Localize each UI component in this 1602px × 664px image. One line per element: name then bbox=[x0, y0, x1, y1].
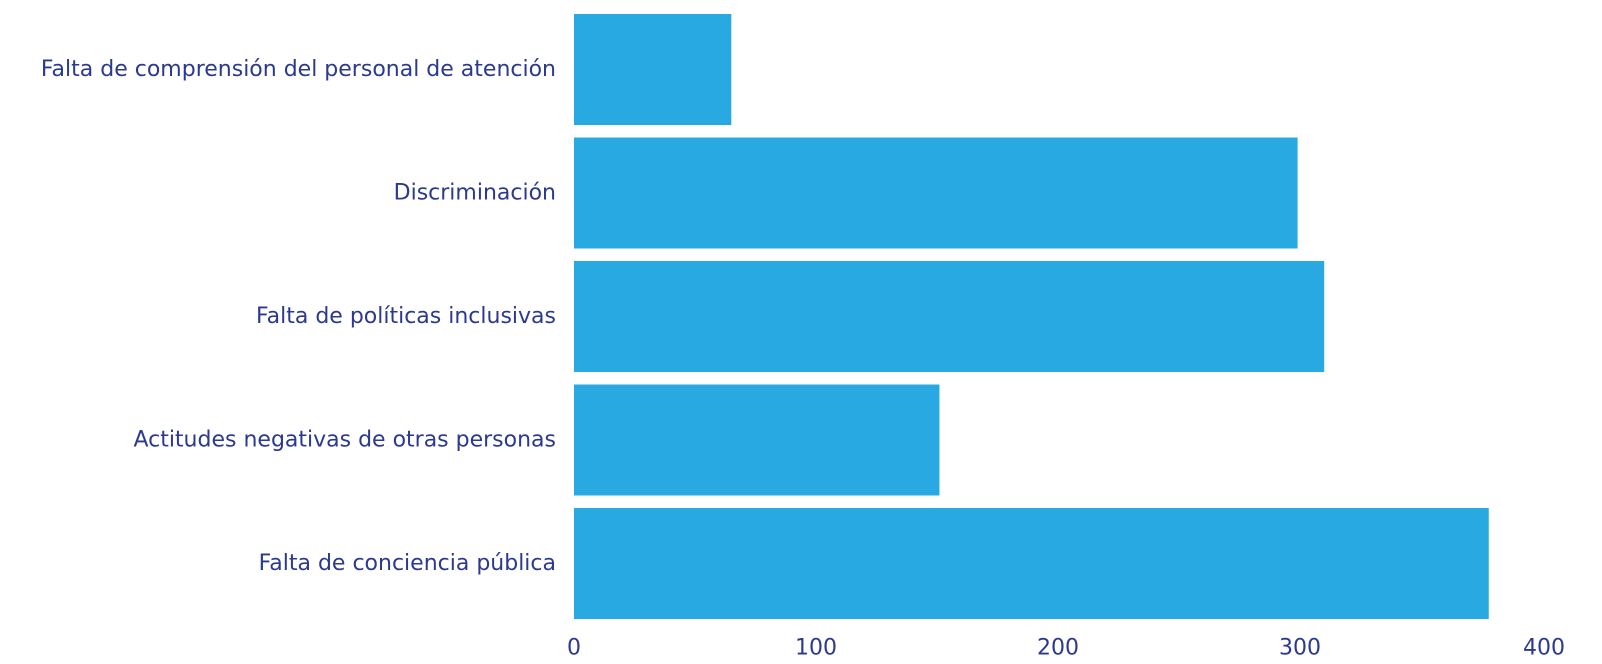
category-label: Falta de políticas inclusivas bbox=[256, 304, 556, 329]
bar-3 bbox=[574, 384, 940, 496]
category-label: Actitudes negativas de otras personas bbox=[133, 428, 556, 453]
bar-2 bbox=[574, 261, 1325, 372]
x-axis-ticks: 0 100 200 300 400 bbox=[567, 636, 1565, 661]
bar-4 bbox=[574, 508, 1489, 619]
x-tick-label: 200 bbox=[1037, 636, 1079, 661]
bar-1 bbox=[574, 137, 1298, 249]
bar-0 bbox=[574, 14, 732, 125]
category-label: Falta de comprensión del personal de ate… bbox=[41, 57, 556, 82]
x-tick-label: 400 bbox=[1523, 636, 1565, 661]
x-tick-label: 100 bbox=[795, 636, 837, 661]
category-label: Falta de conciencia pública bbox=[259, 551, 556, 576]
x-tick-label: 300 bbox=[1279, 636, 1321, 661]
category-labels: Falta de comprensión del personal de ate… bbox=[41, 57, 556, 576]
bars bbox=[574, 14, 1489, 619]
x-tick-label: 0 bbox=[567, 636, 581, 661]
category-label: Discriminación bbox=[394, 181, 556, 206]
